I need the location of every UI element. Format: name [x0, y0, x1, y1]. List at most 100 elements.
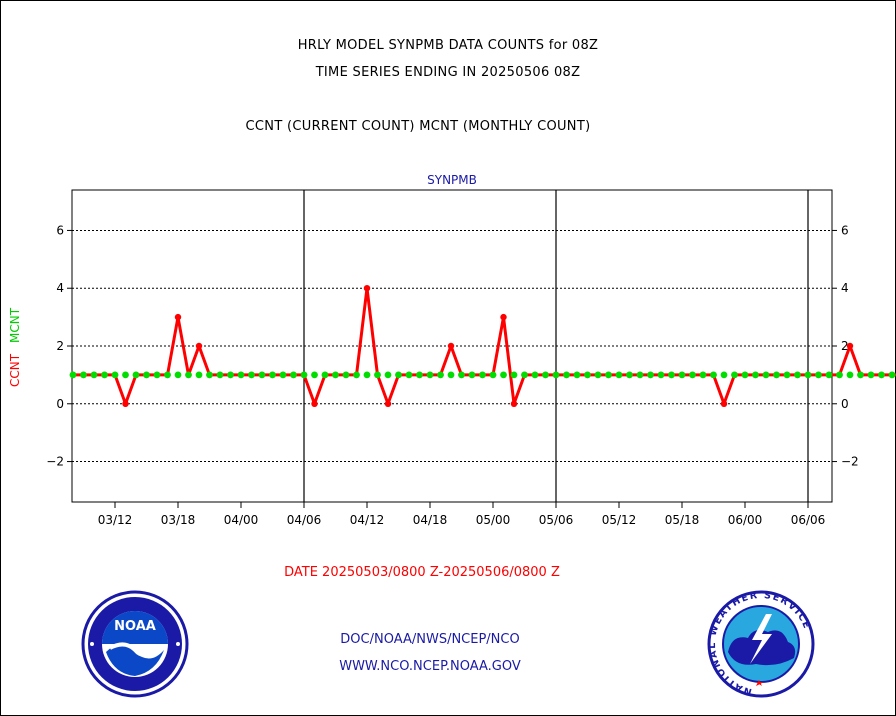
- mcnt-point: [374, 371, 381, 379]
- ccnt-point: [720, 400, 728, 407]
- noaa-logo-icon: NOAA: [81, 590, 189, 698]
- mcnt-point: [248, 371, 255, 379]
- mcnt-point: [804, 371, 812, 379]
- mcnt-point: [426, 371, 434, 379]
- mcnt-point: [710, 371, 717, 379]
- x-tick-label: 05/12: [602, 513, 637, 527]
- mcnt-point: [867, 371, 875, 379]
- mcnt-point: [479, 371, 486, 379]
- mcnt-point: [90, 371, 98, 379]
- mcnt-point: [605, 371, 612, 379]
- noaa-logo-text: NOAA: [114, 619, 156, 634]
- mcnt-point: [846, 371, 854, 379]
- mcnt-point: [332, 371, 339, 379]
- mcnt-point: [468, 371, 476, 379]
- title-line-1: HRLY MODEL SYNPMB DATA COUNTS for 08Z: [297, 38, 599, 53]
- mcnt-point: [311, 371, 318, 379]
- y-tick-label-left: 6: [56, 223, 64, 237]
- x-tick-label: 05/18: [665, 513, 700, 527]
- mcnt-point: [458, 371, 465, 379]
- mcnt-point: [594, 371, 602, 379]
- mcnt-point: [80, 371, 87, 379]
- mcnt-point: [437, 371, 444, 379]
- y-tick-label-left: −2: [46, 455, 64, 469]
- mcnt-point: [101, 371, 108, 379]
- x-tick-label: 03/12: [98, 513, 133, 527]
- y-tick-label-left: 0: [56, 397, 64, 411]
- y-tick-label-left: 2: [56, 339, 64, 353]
- mcnt-point: [699, 371, 707, 379]
- mcnt-point: [384, 371, 392, 379]
- mcnt-point: [888, 371, 896, 379]
- mcnt-point: [185, 371, 192, 379]
- ccnt-point: [510, 400, 518, 407]
- ccnt-point: [363, 285, 371, 292]
- ccnt-point: [174, 313, 182, 321]
- mcnt-point: [143, 371, 150, 379]
- mcnt-point: [300, 371, 308, 379]
- x-tick-label: 04/12: [350, 513, 385, 527]
- mcnt-point: [237, 371, 245, 379]
- mcnt-point: [878, 371, 885, 379]
- mcnt-point: [510, 371, 518, 379]
- mcnt-point: [164, 371, 171, 379]
- ylabel-mcnt: MCNT: [8, 307, 22, 343]
- x-tick-label: 04/00: [224, 513, 259, 527]
- mcnt-point: [416, 371, 423, 379]
- mcnt-point: [531, 371, 539, 379]
- mcnt-point: [353, 371, 360, 379]
- mcnt-point: [815, 371, 822, 379]
- y-tick-label-right: 6: [841, 223, 849, 237]
- footer-org-link[interactable]: DOC/NOAA/NWS/NCEP/NCO: [340, 632, 520, 647]
- mcnt-point: [836, 371, 843, 379]
- mcnt-point: [563, 371, 570, 379]
- footer-url-link[interactable]: WWW.NCO.NCEP.NOAA.GOV: [339, 659, 521, 674]
- mcnt-point: [615, 371, 623, 379]
- mcnt-point: [762, 371, 770, 379]
- mcnt-point: [279, 371, 287, 379]
- ccnt-point: [500, 313, 507, 321]
- mcnt-point: [668, 371, 675, 379]
- mcnt-point: [153, 371, 161, 379]
- mcnt-point: [122, 371, 129, 379]
- y-tick-label-right: 2: [841, 339, 849, 353]
- ccnt-point: [311, 400, 318, 407]
- nws-logo-icon: NATIONAL WEATHER SERVICE: [707, 590, 815, 698]
- mcnt-point: [69, 371, 77, 379]
- mcnt-point: [857, 371, 864, 379]
- mcnt-point: [405, 371, 413, 379]
- mcnt-point: [731, 371, 738, 379]
- y-tick-label-left: 4: [56, 281, 64, 295]
- mcnt-point: [258, 371, 266, 379]
- x-tick-label: 05/00: [476, 513, 511, 527]
- mcnt-point: [269, 371, 276, 379]
- mcnt-point: [647, 371, 654, 379]
- ccnt-point: [122, 400, 129, 407]
- mcnt-point: [584, 371, 591, 379]
- x-tick-label: 05/06: [539, 513, 574, 527]
- mcnt-point: [521, 371, 528, 379]
- mcnt-point: [752, 371, 759, 379]
- mcnt-point: [794, 371, 801, 379]
- mcnt-point: [689, 371, 696, 379]
- x-tick-label: 04/18: [413, 513, 448, 527]
- mcnt-point: [573, 371, 581, 379]
- x-tick-label: 03/18: [161, 513, 196, 527]
- title-line-2: TIME SERIES ENDING IN 20250506 08Z: [315, 65, 581, 80]
- mcnt-point: [342, 371, 350, 379]
- mcnt-point: [783, 371, 791, 379]
- mcnt-point: [395, 371, 402, 379]
- y-tick-label-right: 0: [841, 397, 849, 411]
- mcnt-point: [363, 371, 371, 379]
- mcnt-point: [552, 371, 560, 379]
- y-tick-label-right: −2: [841, 455, 859, 469]
- mcnt-point: [678, 371, 686, 379]
- mcnt-point: [636, 371, 644, 379]
- mcnt-point: [227, 371, 234, 379]
- mcnt-point: [290, 371, 297, 379]
- mcnt-point: [321, 371, 329, 379]
- ylabel-ccnt: CCNT: [8, 353, 22, 387]
- mcnt-point: [542, 371, 549, 379]
- series-layer: [69, 285, 896, 407]
